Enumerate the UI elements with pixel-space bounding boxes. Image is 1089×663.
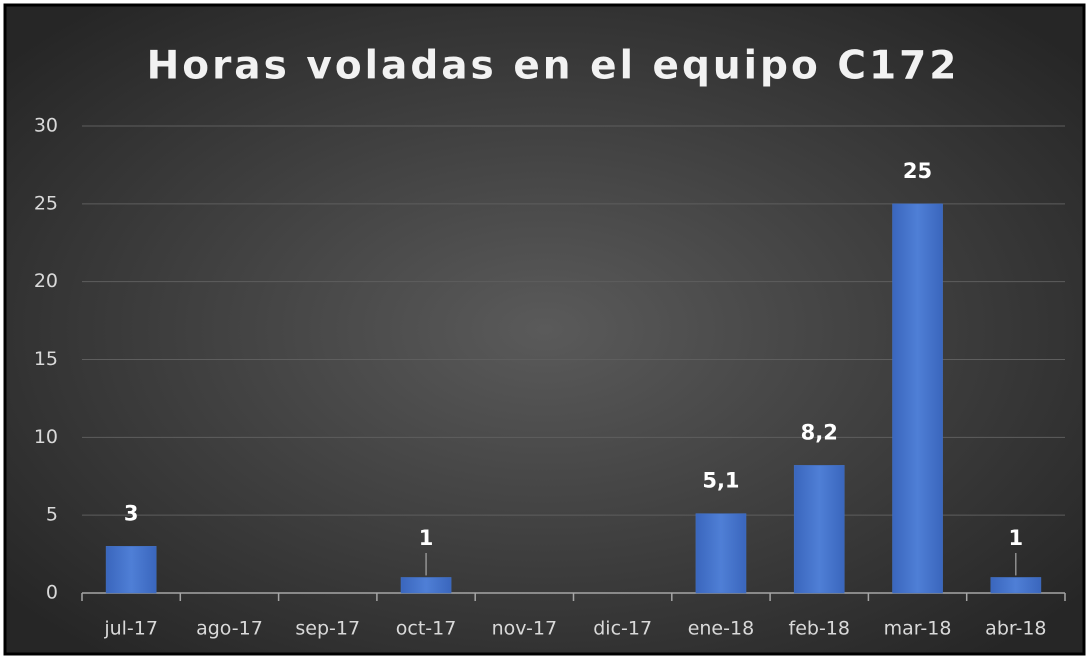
y-tick-label: 25: [34, 192, 58, 214]
x-tick-label: oct-17: [396, 618, 457, 640]
y-tick-label: 10: [34, 426, 58, 448]
x-tick-label: ago-17: [196, 618, 263, 640]
x-tick-label: mar-18: [884, 618, 952, 640]
x-tick-label: abr-18: [985, 618, 1046, 640]
x-tick-label: feb-18: [789, 618, 850, 640]
y-tick-label: 15: [34, 348, 58, 370]
bar: [892, 203, 943, 594]
chart-title: Horas voladas en el equipo C172: [147, 44, 960, 89]
value-label: 1: [419, 526, 434, 550]
value-label: 8,2: [801, 420, 838, 444]
value-label: 25: [903, 159, 932, 183]
y-tick-label: 5: [46, 504, 58, 526]
bar: [793, 465, 845, 594]
x-tick-label: jul-17: [103, 618, 158, 640]
bar: [695, 513, 747, 594]
bar: [990, 577, 1042, 594]
value-label: 3: [124, 501, 139, 525]
x-tick-label: nov-17: [492, 618, 557, 640]
value-label: 1: [1009, 526, 1024, 550]
y-tick-label: 20: [34, 270, 58, 292]
bar: [105, 546, 157, 594]
y-tick-label: 30: [34, 115, 58, 137]
bar: [400, 577, 452, 594]
x-tick-label: ene-18: [688, 618, 754, 640]
value-label: 5,1: [702, 469, 739, 493]
x-tick-label: sep-17: [295, 618, 360, 640]
y-tick-label: 0: [46, 582, 58, 604]
x-tick-label: dic-17: [593, 618, 652, 640]
